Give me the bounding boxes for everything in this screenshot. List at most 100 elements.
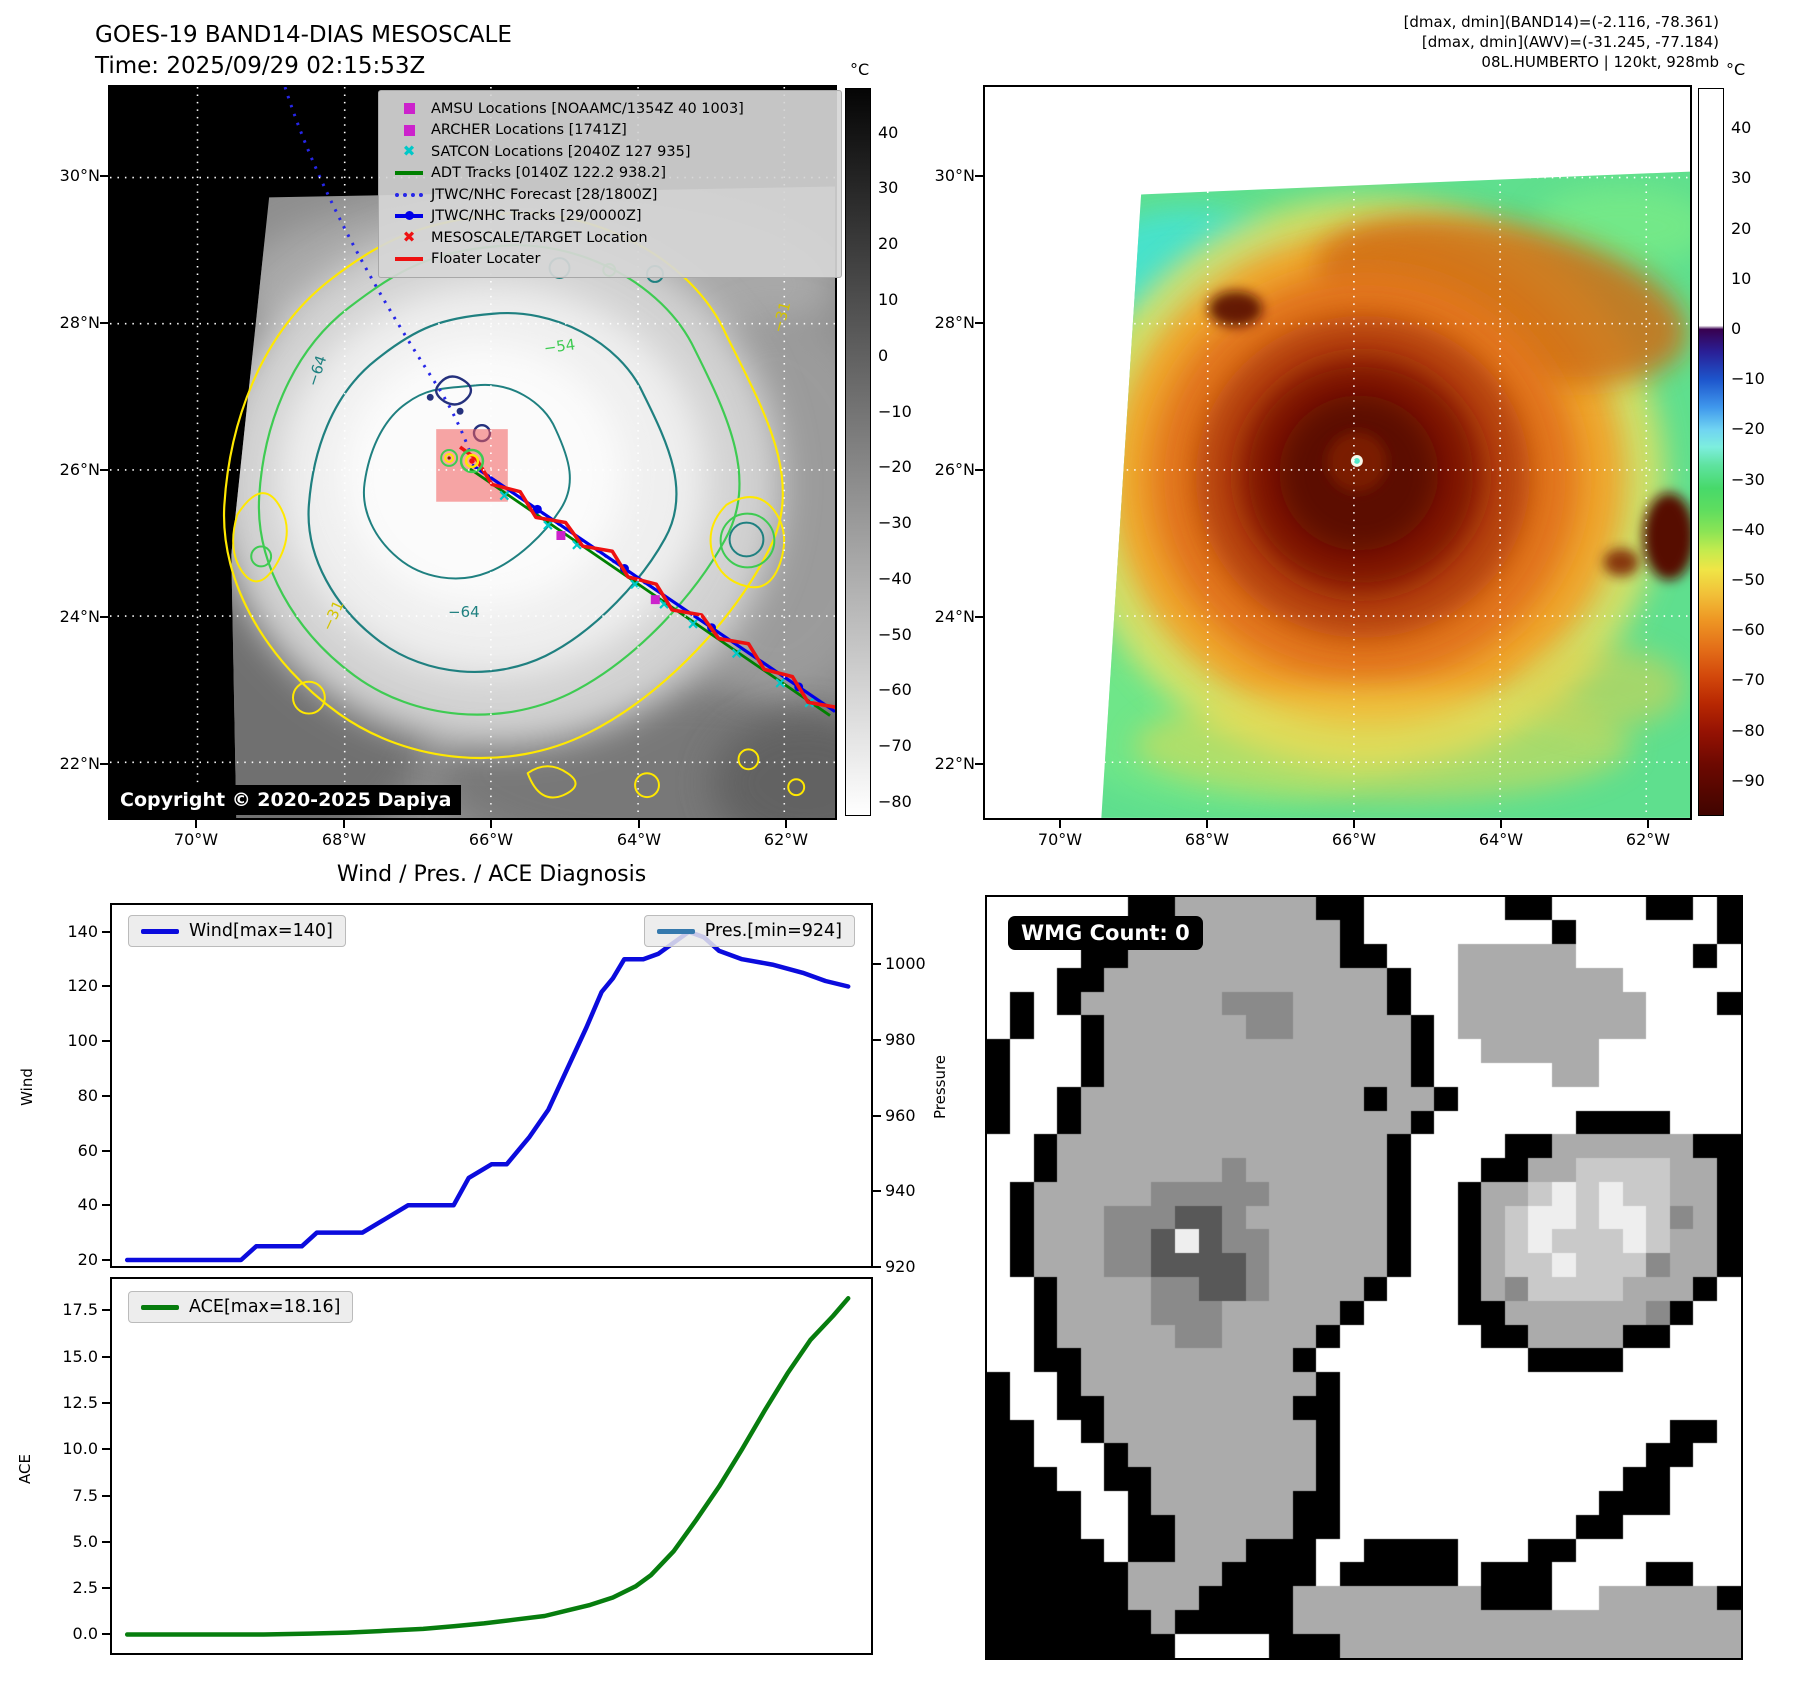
tick-mark bbox=[975, 469, 983, 471]
target-x-icon: ✖ bbox=[402, 228, 416, 247]
lat-label: 22°N bbox=[934, 754, 975, 773]
axis-tick: 980 bbox=[885, 1029, 916, 1049]
awv-color-map bbox=[983, 85, 1692, 820]
tick-mark bbox=[100, 175, 108, 177]
tick-mark bbox=[102, 1094, 110, 1097]
tick-mark bbox=[975, 175, 983, 177]
pressure-legend: Pres.[min=924] bbox=[643, 915, 855, 947]
tick-mark bbox=[102, 1448, 110, 1451]
awv-dmax-dmin: [dmax, dmin](AWV)=(-31.245, -77.184) bbox=[1421, 33, 1719, 51]
axis-tick: 80 bbox=[77, 1085, 98, 1105]
legend-row: ✖ MESOSCALE/TARGET Location bbox=[387, 227, 831, 249]
axis-tick: 0.0 bbox=[72, 1624, 98, 1644]
ace-legend: ACE[max=18.16] bbox=[128, 1291, 354, 1323]
floater-line-icon bbox=[387, 257, 431, 262]
ace-axis-label: ACE bbox=[15, 1454, 34, 1484]
lat-label: 24°N bbox=[934, 607, 975, 626]
legend-row: ADT Tracks [0140Z 122.2 938.2] bbox=[387, 163, 831, 185]
pressure-axis-label: Pressure bbox=[931, 1054, 950, 1120]
wind-legend: Wind[max=140] bbox=[128, 915, 346, 947]
tick-mark bbox=[873, 963, 881, 966]
contour-value-labels: −64 −54 −64 −31 −31 bbox=[304, 300, 795, 634]
satcon-x-icon: ✖ bbox=[402, 142, 416, 161]
wind-axis-label: Wind bbox=[17, 1068, 36, 1106]
colorbar-tick: 10 bbox=[878, 289, 899, 309]
ACE[max=18.16]-line bbox=[124, 1296, 851, 1637]
tick-mark bbox=[102, 1540, 110, 1543]
tick-mark bbox=[1647, 820, 1649, 828]
lat-label: 22°N bbox=[59, 754, 100, 773]
wmg-classification-map bbox=[985, 895, 1743, 1660]
ace-line bbox=[124, 1296, 851, 1637]
tracks-line-dot-icon bbox=[387, 211, 431, 221]
colorbar-tick: −10 bbox=[878, 401, 912, 421]
jtwc-forecast-track bbox=[283, 87, 473, 456]
lat-label: 26°N bbox=[934, 460, 975, 479]
awv-map-art bbox=[985, 87, 1690, 818]
legend-row: ✖ SATCON Locations [2040Z 127 935] bbox=[387, 141, 831, 163]
forecast-dotted-line-icon bbox=[387, 192, 431, 197]
axis-tick: 40 bbox=[77, 1195, 98, 1215]
colorbar-tick: −30 bbox=[1731, 469, 1765, 489]
legend-row: JTWC/NHC Tracks [29/0000Z] bbox=[387, 206, 831, 228]
tick-mark bbox=[102, 1402, 110, 1405]
lon-label: 62°W bbox=[1625, 830, 1671, 849]
lon-label: 70°W bbox=[173, 830, 219, 849]
tick-mark bbox=[102, 1587, 110, 1590]
lon-label: 64°W bbox=[616, 830, 662, 849]
axis-tick: 10.0 bbox=[62, 1439, 98, 1459]
tick-mark bbox=[102, 930, 110, 933]
colorbar-tick: 20 bbox=[878, 234, 899, 254]
timestamp: Time: 2025/09/29 02:15:53Z bbox=[95, 53, 426, 79]
colorbar-tick: −60 bbox=[878, 680, 912, 700]
colorbar-tick: −80 bbox=[1731, 720, 1765, 740]
axis-tick: 140 bbox=[67, 921, 98, 941]
storm-tracks bbox=[459, 445, 835, 717]
axis-tick: 15.0 bbox=[62, 1346, 98, 1366]
tick-mark bbox=[1353, 820, 1355, 828]
tick-mark bbox=[102, 1040, 110, 1043]
tick-mark bbox=[873, 1265, 881, 1268]
colorbar-tick: −20 bbox=[878, 457, 912, 477]
colorbar-tick: −40 bbox=[1731, 519, 1765, 539]
axis-tick: 100 bbox=[67, 1031, 98, 1051]
tick-mark bbox=[1206, 820, 1208, 828]
colorbar-tick: −70 bbox=[1731, 670, 1765, 690]
axis-tick: 7.5 bbox=[72, 1485, 98, 1505]
pressure-line-sample-icon bbox=[656, 928, 695, 934]
latlon-gridlines bbox=[110, 87, 835, 818]
page-title: GOES-19 BAND14-DIAS MESOSCALE bbox=[95, 22, 512, 48]
tick-mark bbox=[490, 820, 492, 828]
tick-mark bbox=[975, 616, 983, 618]
tick-mark bbox=[100, 322, 108, 324]
tick-mark bbox=[785, 820, 787, 828]
latlon-gridlines bbox=[985, 87, 1690, 818]
lon-label: 62°W bbox=[763, 830, 809, 849]
tick-mark bbox=[102, 1355, 110, 1358]
Wind[max=140]-line bbox=[124, 929, 851, 1263]
axis-tick: 1000 bbox=[885, 954, 926, 974]
colorbar-tick: −40 bbox=[878, 568, 912, 588]
wind-pressure-lines bbox=[124, 929, 851, 1263]
ace-line-sample-icon bbox=[141, 1304, 179, 1310]
axis-tick: 20 bbox=[77, 1249, 98, 1269]
tick-mark bbox=[195, 820, 197, 828]
legend-row: Floater Locater bbox=[387, 249, 831, 271]
axis-tick: 120 bbox=[67, 976, 98, 996]
axis-tick: 920 bbox=[885, 1256, 916, 1276]
colorbar-tick: 40 bbox=[1731, 118, 1752, 138]
axis-tick: 960 bbox=[885, 1105, 916, 1125]
lat-label: 28°N bbox=[59, 313, 100, 332]
colorbar-tick: 0 bbox=[878, 345, 889, 365]
tick-mark bbox=[975, 763, 983, 765]
colorbar-tick: −80 bbox=[878, 792, 912, 812]
tick-mark bbox=[102, 1258, 110, 1261]
svg-text:−54: −54 bbox=[543, 335, 577, 357]
tick-mark bbox=[102, 1204, 110, 1207]
awv-hurricane-art bbox=[1101, 186, 1690, 808]
colorbar-tick: 30 bbox=[1731, 168, 1752, 188]
lat-label: 30°N bbox=[59, 166, 100, 185]
band14-colorbar bbox=[845, 88, 871, 816]
wmg-count-badge: WMG Count: 0 bbox=[1008, 916, 1203, 950]
lat-label: 24°N bbox=[59, 607, 100, 626]
